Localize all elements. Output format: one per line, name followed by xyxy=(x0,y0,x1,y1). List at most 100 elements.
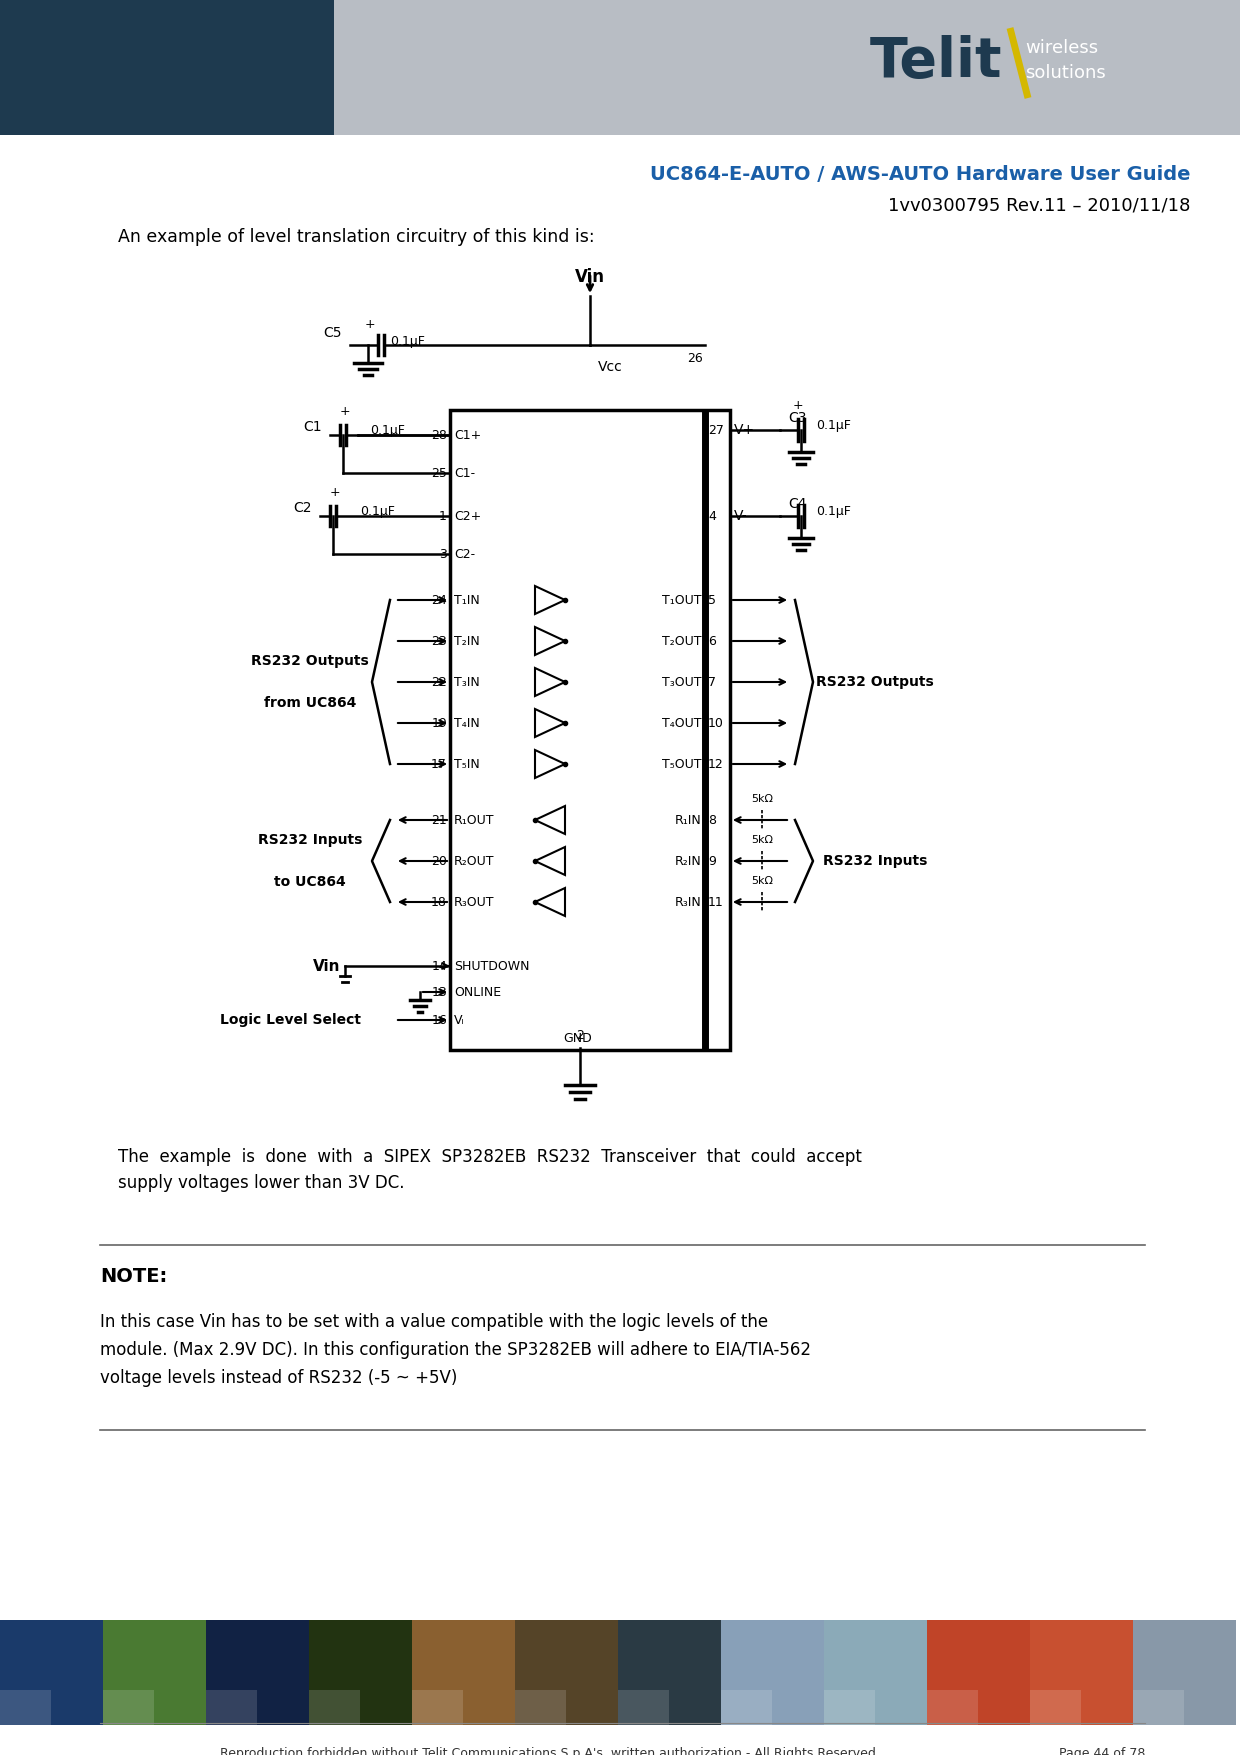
Bar xyxy=(1133,1620,1236,1725)
Bar xyxy=(206,1690,257,1725)
Text: T₂IN: T₂IN xyxy=(454,635,480,648)
Text: SHUTDOWN: SHUTDOWN xyxy=(454,960,529,972)
Text: T₄OUT: T₄OUT xyxy=(662,716,702,730)
Bar xyxy=(720,1620,825,1725)
Text: +: + xyxy=(365,318,376,332)
Bar xyxy=(1133,1690,1184,1725)
Text: T₄IN: T₄IN xyxy=(454,716,480,730)
Text: 18: 18 xyxy=(432,895,446,909)
Text: C2-: C2- xyxy=(454,548,475,560)
Text: R₁IN: R₁IN xyxy=(676,814,702,827)
Bar xyxy=(825,1620,928,1725)
Text: 24: 24 xyxy=(432,593,446,607)
Bar xyxy=(1030,1690,1081,1725)
Text: +: + xyxy=(792,398,804,412)
Bar xyxy=(334,0,1240,135)
Text: R₂IN: R₂IN xyxy=(676,855,702,867)
Text: 0.1μF: 0.1μF xyxy=(816,504,851,518)
Text: C1+: C1+ xyxy=(454,428,481,442)
Text: An example of level translation circuitry of this kind is:: An example of level translation circuitr… xyxy=(118,228,595,246)
Text: R₂OUT: R₂OUT xyxy=(454,855,495,867)
Text: 4: 4 xyxy=(708,509,715,523)
Text: 28: 28 xyxy=(432,428,446,442)
Text: 0.1μF: 0.1μF xyxy=(370,423,405,437)
Text: 19: 19 xyxy=(432,716,446,730)
Bar xyxy=(0,1620,103,1725)
Text: 9: 9 xyxy=(708,855,715,867)
Bar xyxy=(618,1690,670,1725)
Bar xyxy=(450,411,730,1049)
Text: 13: 13 xyxy=(432,986,446,999)
Text: R₃OUT: R₃OUT xyxy=(454,895,495,909)
Text: In this case Vin has to be set with a value compatible with the logic levels of : In this case Vin has to be set with a va… xyxy=(100,1313,811,1386)
Text: 17: 17 xyxy=(432,758,446,770)
Text: 22: 22 xyxy=(432,676,446,688)
Text: UC864-E-AUTO / AWS-AUTO Hardware User Guide: UC864-E-AUTO / AWS-AUTO Hardware User Gu… xyxy=(650,165,1190,184)
Text: Vₗ: Vₗ xyxy=(454,1013,465,1027)
Text: 1: 1 xyxy=(439,509,446,523)
Text: T₅OUT: T₅OUT xyxy=(662,758,702,770)
Bar xyxy=(825,1690,875,1725)
Bar xyxy=(309,1690,360,1725)
Bar xyxy=(206,1620,309,1725)
Text: RS232 Outputs: RS232 Outputs xyxy=(252,655,368,669)
Polygon shape xyxy=(534,749,565,777)
Text: Vcc: Vcc xyxy=(598,360,622,374)
Bar xyxy=(720,1690,773,1725)
Bar xyxy=(0,0,334,135)
Text: +: + xyxy=(340,405,351,418)
Text: GND: GND xyxy=(563,1032,591,1044)
Text: RS232 Inputs: RS232 Inputs xyxy=(823,855,928,869)
Text: C4: C4 xyxy=(787,497,806,511)
Text: T₃OUT: T₃OUT xyxy=(662,676,702,688)
Text: C3: C3 xyxy=(787,411,806,425)
Text: 0.1μF: 0.1μF xyxy=(816,418,851,432)
Polygon shape xyxy=(534,709,565,737)
Polygon shape xyxy=(534,586,565,614)
Text: T₃IN: T₃IN xyxy=(454,676,480,688)
Text: Logic Level Select: Logic Level Select xyxy=(219,1013,361,1027)
Text: C2+: C2+ xyxy=(454,509,481,523)
Polygon shape xyxy=(534,806,565,834)
Text: 5kΩ: 5kΩ xyxy=(751,793,773,804)
Text: from UC864: from UC864 xyxy=(264,697,356,711)
Polygon shape xyxy=(534,669,565,697)
Bar xyxy=(412,1690,463,1725)
Text: T₁OUT: T₁OUT xyxy=(662,593,702,607)
Text: C1-: C1- xyxy=(454,467,475,479)
Text: T₅IN: T₅IN xyxy=(454,758,480,770)
Text: 8: 8 xyxy=(708,814,715,827)
Text: C2: C2 xyxy=(294,500,312,514)
Text: ONLINE: ONLINE xyxy=(454,986,501,999)
Text: V-: V- xyxy=(734,509,748,523)
Text: 5kΩ: 5kΩ xyxy=(751,876,773,886)
Text: R₁OUT: R₁OUT xyxy=(454,814,495,827)
Text: 5kΩ: 5kΩ xyxy=(751,835,773,844)
Text: 12: 12 xyxy=(708,758,724,770)
Text: 26: 26 xyxy=(687,353,703,365)
Text: T₁IN: T₁IN xyxy=(454,593,480,607)
Bar xyxy=(515,1690,565,1725)
Text: 0.1μF: 0.1μF xyxy=(391,335,425,347)
Polygon shape xyxy=(534,888,565,916)
Text: 5: 5 xyxy=(708,593,715,607)
Bar xyxy=(0,1690,51,1725)
Bar xyxy=(103,1690,154,1725)
Text: RS232 Outputs: RS232 Outputs xyxy=(816,676,934,690)
Bar xyxy=(309,1620,412,1725)
Text: 3: 3 xyxy=(439,548,446,560)
Text: Vin: Vin xyxy=(312,958,340,974)
Text: Reproduction forbidden without Telit Communications S.p.A's. written authorizati: Reproduction forbidden without Telit Com… xyxy=(219,1746,880,1755)
Bar xyxy=(103,1620,206,1725)
Text: C5: C5 xyxy=(324,326,342,340)
Text: 27: 27 xyxy=(708,423,724,437)
Text: +: + xyxy=(330,486,340,498)
Text: 23: 23 xyxy=(432,635,446,648)
Text: 21: 21 xyxy=(432,814,446,827)
Text: 11: 11 xyxy=(708,895,724,909)
Bar xyxy=(412,1620,515,1725)
Text: Page 44 of 78: Page 44 of 78 xyxy=(1059,1746,1145,1755)
Text: T₂OUT: T₂OUT xyxy=(662,635,702,648)
Text: 1vv0300795 Rev.11 – 2010/11/18: 1vv0300795 Rev.11 – 2010/11/18 xyxy=(888,197,1190,214)
Bar xyxy=(515,1620,618,1725)
